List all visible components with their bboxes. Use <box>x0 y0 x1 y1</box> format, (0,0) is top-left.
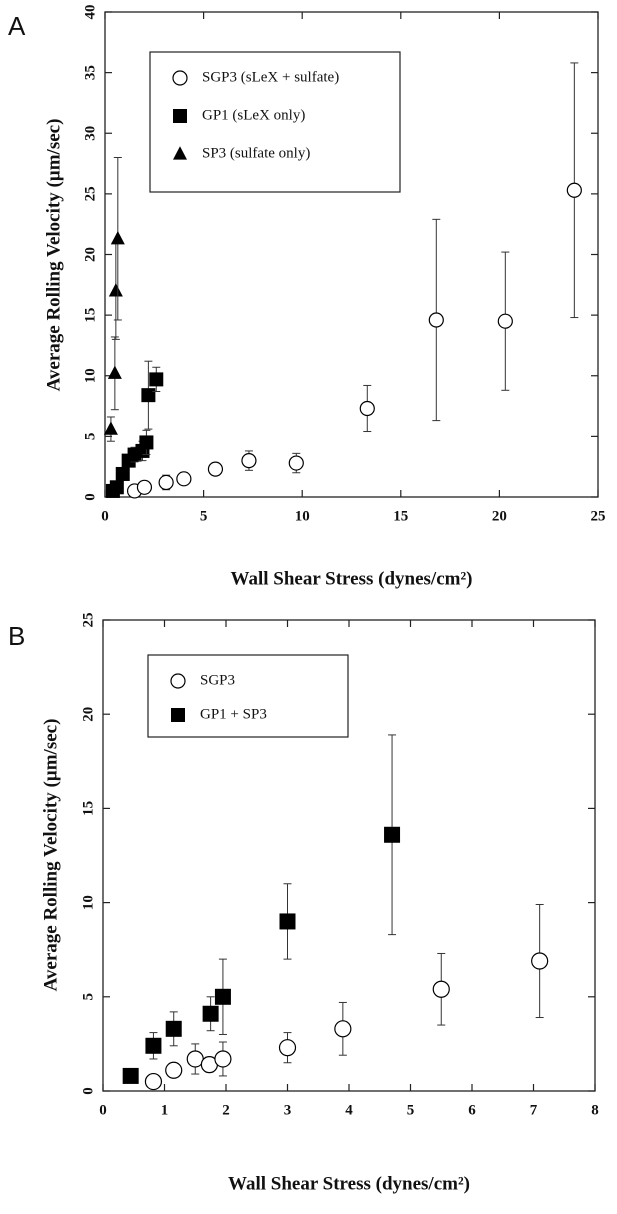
point <box>108 283 123 297</box>
point <box>432 980 450 998</box>
point <box>109 480 124 495</box>
x-tick-label: 4 <box>345 1102 353 1118</box>
y-tick-label: 15 <box>82 308 98 323</box>
point <box>214 988 231 1005</box>
x-tick-label: 0 <box>101 508 109 524</box>
y-axis-title: Average Rolling Velocity (µm/sec) <box>40 719 61 992</box>
point <box>145 1037 162 1054</box>
legend-label: GP1 + SP3 <box>200 706 267 722</box>
point <box>115 466 130 481</box>
point <box>122 1067 139 1084</box>
point <box>278 1039 297 1057</box>
point <box>110 231 125 245</box>
x-tick-label: 5 <box>200 508 208 524</box>
y-tick-label: 5 <box>80 993 96 1001</box>
x-axis-title: Wall Shear Stress (dynes/cm²) <box>231 568 473 589</box>
x-tick-label: 25 <box>591 508 606 524</box>
y-tick-label: 5 <box>82 433 98 441</box>
point <box>165 1020 182 1037</box>
x-tick-label: 10 <box>295 508 310 524</box>
legend-box <box>147 654 349 738</box>
chart: B 0 1 2 3 4 5 6 7 8 0 5 10 15 20 25 Wall Shear Stress (d… <box>8 613 599 1195</box>
point <box>359 400 375 417</box>
x-tick-label: 8 <box>591 1102 599 1118</box>
point <box>165 1061 183 1079</box>
y-tick-label: 35 <box>82 65 98 80</box>
point <box>149 372 164 387</box>
x-tick-label: 5 <box>407 1102 415 1118</box>
point <box>158 474 174 491</box>
x-tick-label: 2 <box>222 1102 230 1118</box>
x-tick-label: 1 <box>161 1102 169 1118</box>
point <box>107 365 122 379</box>
legend-marker <box>173 146 187 160</box>
y-tick-label: 25 <box>80 613 96 628</box>
legend-label: GP1 (sLeX only) <box>202 107 305 123</box>
y-tick-label: 15 <box>80 801 96 816</box>
y-tick-label: 40 <box>82 5 98 20</box>
legend: SGP3 GP1 + SP3 <box>147 654 349 738</box>
legend-marker <box>171 708 185 722</box>
point <box>214 1050 232 1068</box>
point <box>288 455 304 471</box>
y-tick-label: 0 <box>80 1087 96 1095</box>
point <box>207 461 224 477</box>
panel-label: B <box>8 621 25 651</box>
point <box>176 471 192 487</box>
point <box>136 479 153 495</box>
x-tick-label: 20 <box>492 508 507 524</box>
x-tick-label: 0 <box>99 1102 107 1118</box>
x-axis-title: Wall Shear Stress (dynes/cm²) <box>228 1173 470 1194</box>
x-tick-label: 7 <box>530 1102 538 1118</box>
point <box>279 913 296 930</box>
y-axis-title: Average Rolling Velocity (µm/sec) <box>43 119 64 392</box>
y-tick-label: 10 <box>82 368 98 383</box>
y-tick-label: 30 <box>82 126 98 141</box>
chart: A 0 5 10 15 20 25 0 5 10 15 20 25 30 35 40 Wall Shear St… <box>8 5 606 590</box>
legend-marker <box>172 70 188 86</box>
legend-box <box>149 51 401 193</box>
legend-label: SGP3 <box>200 672 235 688</box>
point <box>103 421 118 435</box>
point <box>144 1072 163 1091</box>
point <box>531 952 549 970</box>
legend-label: SP3 (sulfate only) <box>202 145 310 161</box>
y-tick-label: 20 <box>80 707 96 722</box>
point <box>384 826 401 843</box>
y-tick-label: 20 <box>82 247 98 262</box>
legend-marker <box>170 673 186 689</box>
x-tick-label: 3 <box>284 1102 292 1118</box>
x-tick-label: 15 <box>393 508 408 524</box>
point <box>202 1005 219 1022</box>
point <box>428 312 444 328</box>
y-tick-label: 10 <box>80 895 96 910</box>
point <box>141 388 156 403</box>
legend-marker <box>173 109 187 123</box>
y-tick-label: 0 <box>82 493 98 501</box>
point <box>241 453 257 469</box>
point <box>497 313 513 329</box>
point <box>566 182 582 198</box>
legend-label: SGP3 (sLeX + sulfate) <box>202 69 339 85</box>
point <box>334 1020 352 1038</box>
y-tick-label: 25 <box>82 186 98 201</box>
panel-label: A <box>8 11 26 41</box>
point <box>139 435 154 450</box>
x-tick-label: 6 <box>468 1102 476 1118</box>
legend: SGP3 (sLeX + sulfate) GP1 (sLeX only) SP3 … <box>149 51 401 193</box>
